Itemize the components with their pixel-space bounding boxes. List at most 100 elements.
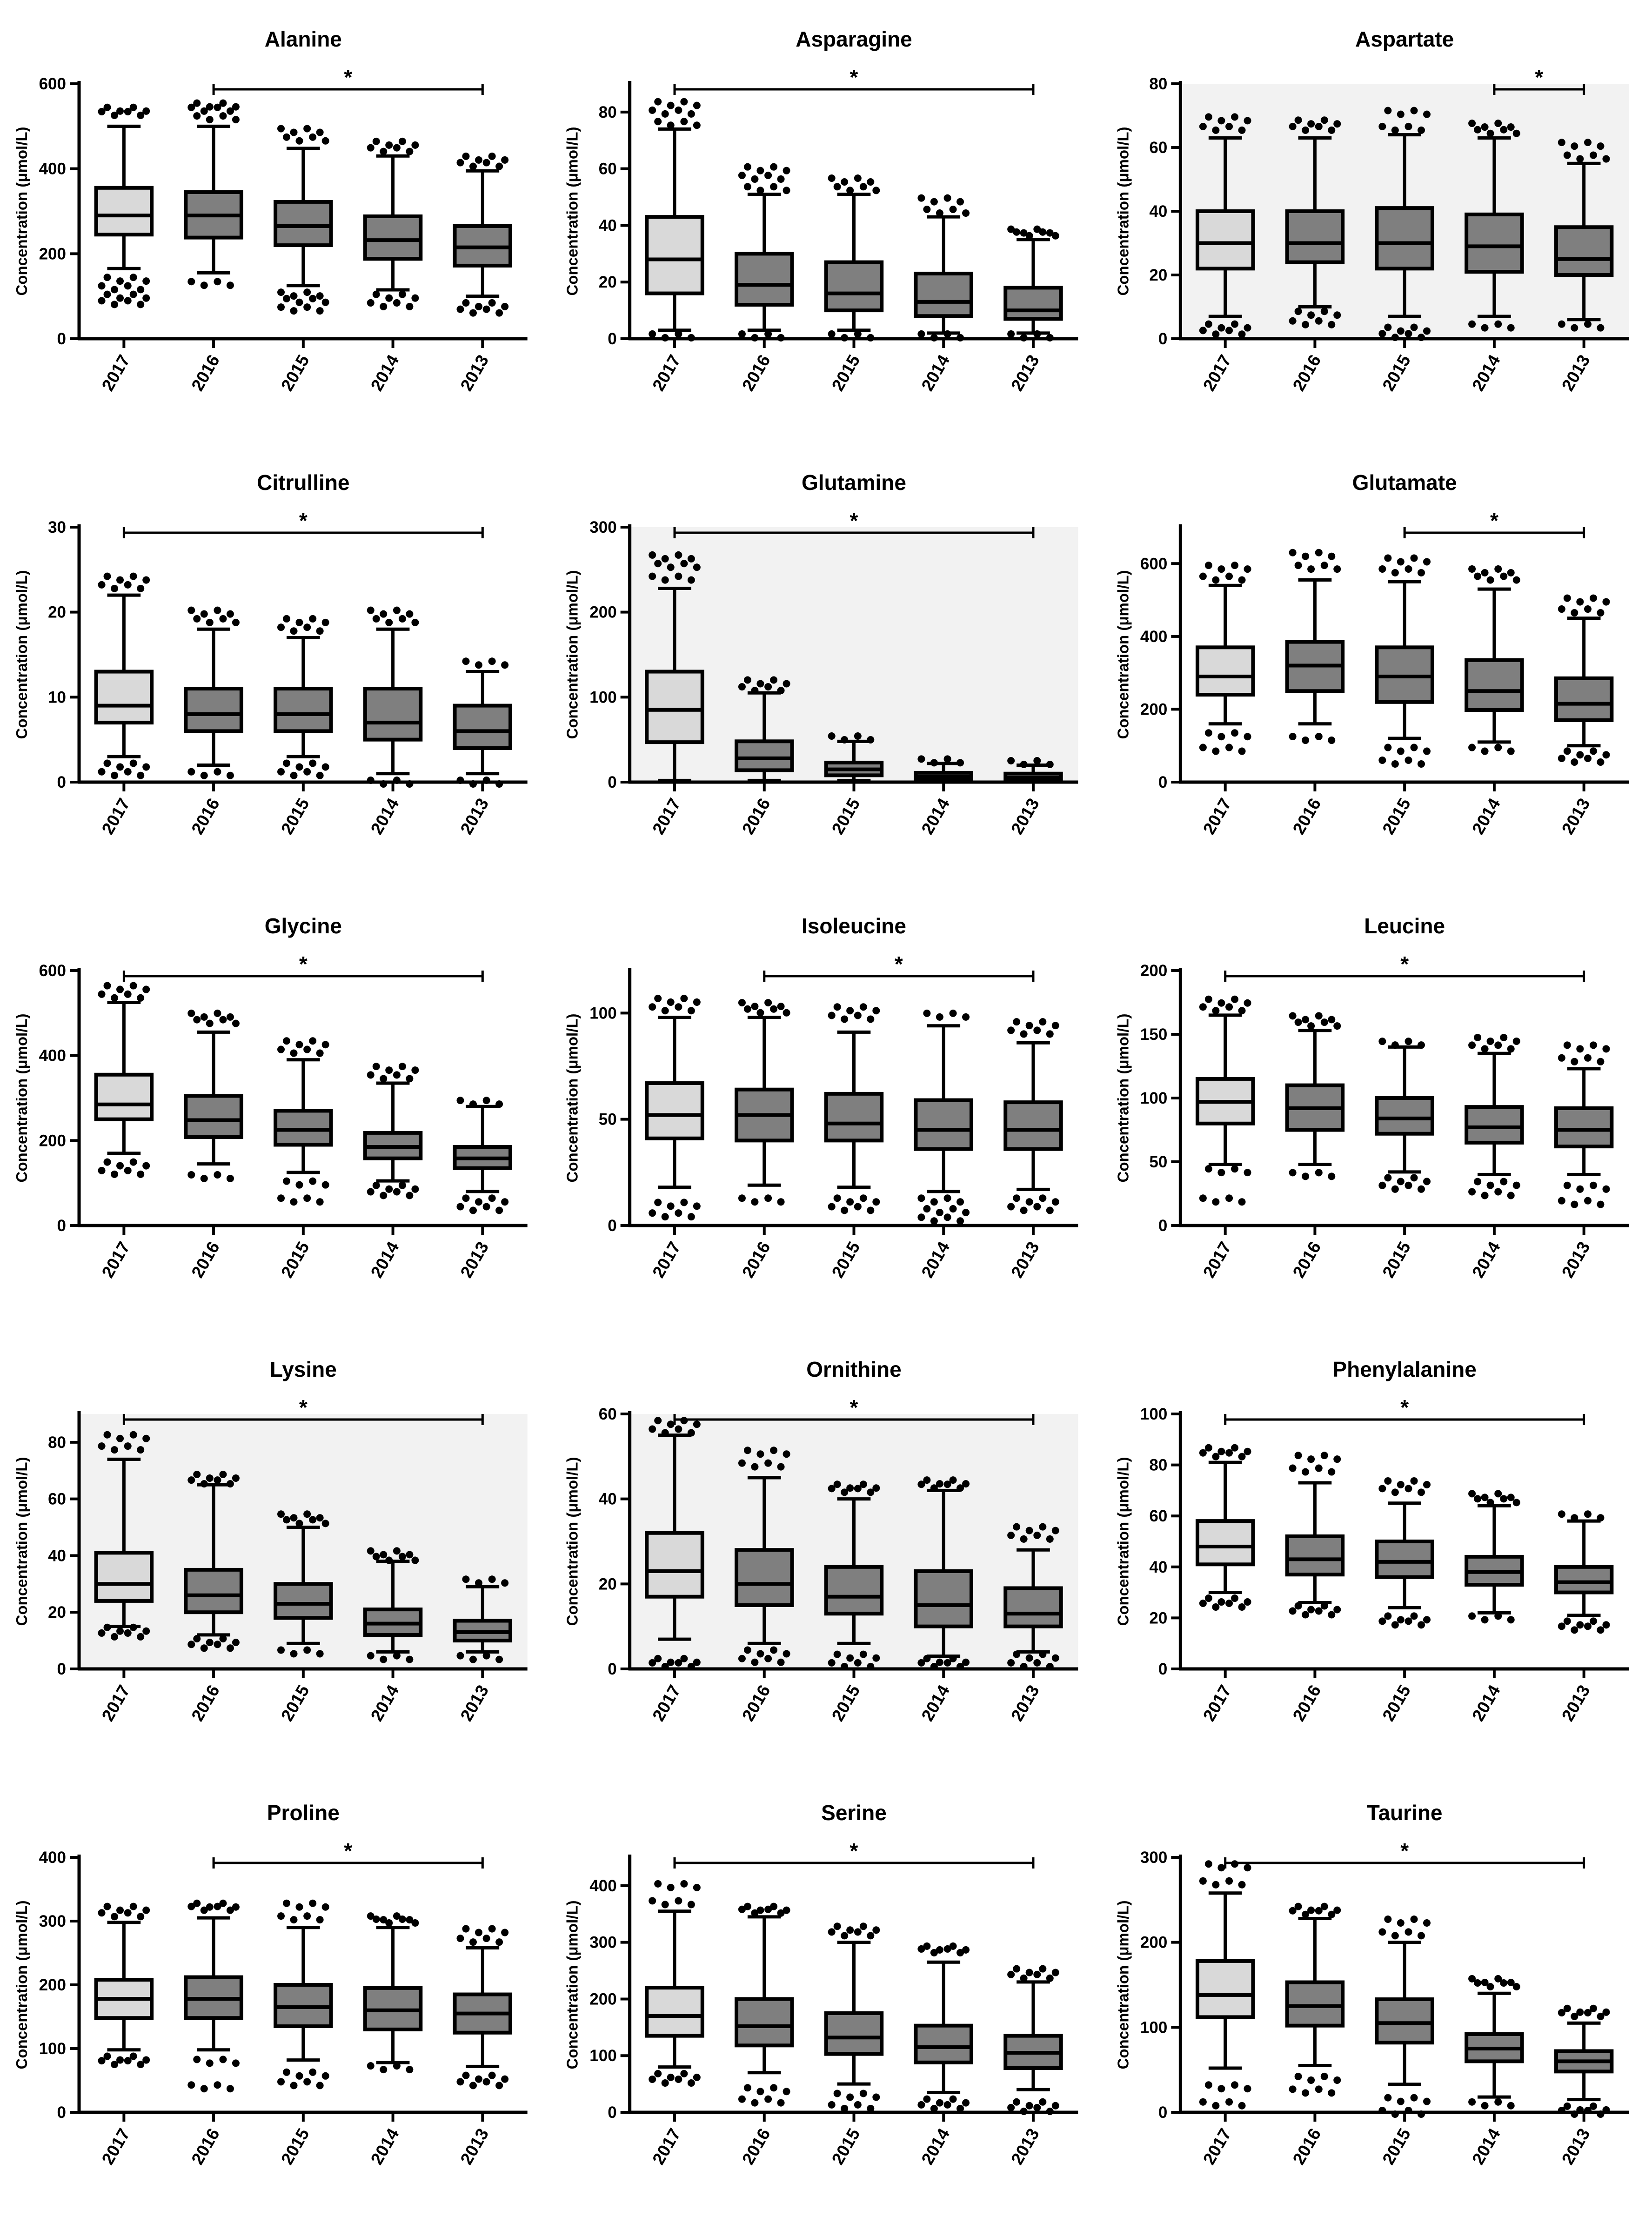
outlier-point xyxy=(316,1916,324,1924)
y-tick-label: 60 xyxy=(599,1405,617,1423)
panel-ornithine: Ornithine Concentration (μmol/L) 0 20 40 60 20… xyxy=(564,1357,1078,1724)
outlier-point xyxy=(1294,2072,1302,2080)
outlier-point xyxy=(1410,107,1418,114)
outlier-point xyxy=(406,780,414,788)
outlier-point xyxy=(406,610,414,618)
outlier-point xyxy=(1468,120,1476,127)
outlier-point xyxy=(872,1007,880,1015)
outlier-point xyxy=(1204,113,1212,121)
outlier-point xyxy=(1468,320,1476,328)
outlier-point xyxy=(654,1654,662,1662)
outlier-point xyxy=(867,2104,875,2112)
outlier-point xyxy=(124,297,132,305)
outlier-point xyxy=(872,1926,880,1934)
outlier-point xyxy=(200,771,208,779)
outlier-point xyxy=(1217,117,1225,125)
x-tick-label: 2013 xyxy=(457,1682,493,1725)
outlier-point xyxy=(949,206,957,213)
outlier-point xyxy=(917,1213,925,1221)
outlier-point xyxy=(1417,334,1425,342)
outlier-point xyxy=(675,572,682,580)
outlier-point xyxy=(1204,1594,1212,1602)
outlier-point xyxy=(111,286,119,294)
outlier-point xyxy=(372,1181,380,1189)
outlier-point xyxy=(367,1547,375,1555)
outlier-point xyxy=(1397,747,1405,755)
outlier-point xyxy=(1423,1616,1431,1624)
outlier-point xyxy=(1244,117,1251,125)
outlier-point xyxy=(687,1213,695,1221)
x-tick-label: 2017 xyxy=(649,795,684,838)
outlier-point xyxy=(1294,1902,1302,1910)
outlier-point xyxy=(495,2082,503,2090)
significance-star: * xyxy=(850,509,858,533)
outlier-point xyxy=(917,330,925,338)
outlier-point xyxy=(1294,1452,1302,1460)
y-tick-label: 100 xyxy=(589,1004,616,1022)
outlier-point xyxy=(393,1071,401,1079)
y-tick-label: 20 xyxy=(1149,266,1167,284)
box-2015 xyxy=(1375,1096,1434,1136)
outlier-point xyxy=(833,1922,841,1930)
outlier-point xyxy=(687,1007,695,1015)
x-tick-label: 2013 xyxy=(457,795,493,838)
outlier-point xyxy=(1244,565,1251,573)
outlier-point xyxy=(654,1880,662,1888)
x-tick-label: 2016 xyxy=(187,1682,223,1725)
outlier-point xyxy=(103,2052,111,2060)
outlier-point xyxy=(380,302,388,310)
outlier-point xyxy=(1558,2107,1565,2114)
x-tick-label: 2015 xyxy=(277,1239,313,1281)
outlier-point xyxy=(846,2093,854,2101)
outlier-point xyxy=(1238,576,1246,584)
x-tick-label: 2016 xyxy=(738,352,774,395)
outlier-point xyxy=(1500,1033,1508,1041)
x-tick-label: 2017 xyxy=(98,1682,134,1725)
outlier-point xyxy=(277,125,285,133)
outlier-point xyxy=(930,1198,938,1206)
outlier-point xyxy=(1013,1965,1021,1973)
outlier-point xyxy=(1558,1622,1565,1630)
outlier-point xyxy=(1602,598,1610,606)
outlier-point xyxy=(488,299,496,307)
outlier-point xyxy=(1597,758,1605,766)
outlier-point xyxy=(764,1654,772,1662)
outlier-point xyxy=(1391,334,1399,342)
panel-citrulline: Citrulline Concentration (μmol/L) 0 10 20 30 2… xyxy=(13,470,528,837)
outlier-point xyxy=(232,618,240,626)
outlier-point xyxy=(103,290,111,298)
outlier-point xyxy=(1468,1041,1476,1049)
outlier-point xyxy=(1328,126,1336,134)
outlier-point xyxy=(661,334,669,342)
outlier-point xyxy=(385,1185,393,1193)
outlier-point xyxy=(295,137,303,145)
outlier-point xyxy=(380,2066,388,2074)
outlier-point xyxy=(372,1553,380,1561)
outlier-point xyxy=(738,1194,746,1202)
outlier-point xyxy=(1320,562,1328,569)
significance-star: * xyxy=(850,65,858,89)
outlier-point xyxy=(1500,126,1508,134)
outlier-point xyxy=(956,2104,964,2112)
outlier-point xyxy=(1486,1037,1494,1045)
outlier-point xyxy=(462,1194,470,1202)
outlier-point xyxy=(1558,139,1565,147)
outlier-point xyxy=(1584,2009,1592,2016)
outlier-point xyxy=(187,1476,195,1484)
outlier-point xyxy=(1563,2004,1571,2012)
y-tick-label: 20 xyxy=(1149,1609,1167,1627)
outlier-point xyxy=(1397,1616,1405,1624)
outlier-point xyxy=(98,1909,106,1917)
box-2014 xyxy=(914,271,973,318)
outlier-point xyxy=(1328,1172,1336,1180)
chart-title: Ornithine xyxy=(806,1357,901,1381)
outlier-point xyxy=(1589,2004,1597,2012)
outlier-point xyxy=(1046,1030,1054,1038)
outlier-point xyxy=(654,118,662,126)
y-tick-label: 400 xyxy=(1140,628,1167,646)
outlier-point xyxy=(1494,320,1502,328)
outlier-point xyxy=(1486,1499,1494,1507)
outlier-point xyxy=(1289,1464,1297,1472)
outlier-point xyxy=(1512,576,1520,584)
outlier-point xyxy=(764,999,772,1007)
